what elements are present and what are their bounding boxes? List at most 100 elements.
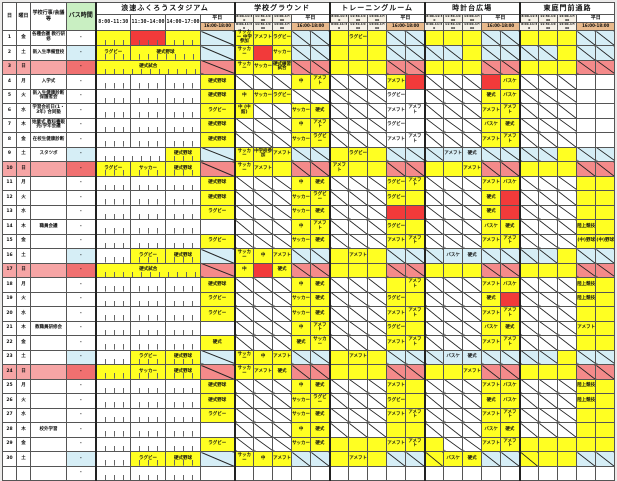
schedule-cell[interactable] bbox=[443, 436, 464, 453]
schedule-cell[interactable] bbox=[233, 132, 255, 148]
schedule-cell[interactable] bbox=[557, 364, 578, 380]
schedule-cell[interactable] bbox=[328, 335, 350, 351]
schedule-cell[interactable] bbox=[253, 335, 274, 351]
stadium-slot-cell[interactable] bbox=[130, 393, 166, 409]
schedule-cell[interactable] bbox=[405, 248, 426, 264]
schedule-cell[interactable]: サッカー bbox=[233, 349, 255, 366]
schedule-cell[interactable] bbox=[443, 422, 464, 438]
schedule-cell[interactable] bbox=[328, 393, 350, 409]
schedule-cell[interactable] bbox=[386, 349, 407, 366]
schedule-cell[interactable] bbox=[253, 175, 274, 192]
stadium-weekday-cell[interactable] bbox=[199, 451, 236, 467]
stadium-slot-cell[interactable] bbox=[94, 88, 131, 105]
schedule-cell[interactable] bbox=[423, 335, 445, 351]
schedule-cell[interactable] bbox=[272, 204, 293, 221]
schedule-cell[interactable] bbox=[557, 349, 578, 366]
stadium-slot-cell[interactable] bbox=[130, 117, 166, 134]
schedule-cell[interactable] bbox=[538, 364, 559, 380]
schedule-cell[interactable] bbox=[423, 277, 445, 293]
schedule-cell[interactable] bbox=[291, 161, 312, 177]
schedule-cell[interactable] bbox=[443, 465, 464, 481]
schedule-cell[interactable] bbox=[538, 146, 559, 163]
schedule-cell[interactable] bbox=[557, 277, 578, 293]
schedule-cell[interactable] bbox=[423, 320, 445, 337]
schedule-cell[interactable]: バスケ bbox=[500, 277, 521, 293]
stadium-slot-cell[interactable]: ラグビー bbox=[130, 248, 166, 264]
schedule-cell[interactable]: アメフト bbox=[310, 74, 331, 90]
schedule-cell[interactable] bbox=[272, 291, 293, 308]
schedule-cell[interactable] bbox=[272, 190, 293, 206]
schedule-cell[interactable] bbox=[557, 335, 578, 351]
schedule-cell[interactable] bbox=[462, 204, 483, 221]
schedule-cell[interactable] bbox=[518, 393, 540, 409]
schedule-cell[interactable] bbox=[443, 291, 464, 308]
schedule-cell[interactable] bbox=[405, 349, 426, 366]
stadium-slot-cell[interactable]: 硬式野球 bbox=[165, 146, 201, 163]
schedule-cell[interactable] bbox=[348, 132, 369, 148]
stadium-slot-cell[interactable] bbox=[165, 190, 201, 206]
schedule-cell[interactable] bbox=[272, 407, 293, 424]
schedule-cell[interactable] bbox=[253, 132, 274, 148]
schedule-cell[interactable] bbox=[595, 175, 616, 192]
schedule-cell[interactable]: アメフト bbox=[481, 306, 502, 322]
stadium-weekday-cell[interactable] bbox=[199, 219, 236, 235]
schedule-cell[interactable] bbox=[518, 262, 540, 279]
schedule-cell[interactable] bbox=[367, 320, 388, 337]
schedule-cell[interactable] bbox=[367, 436, 388, 453]
schedule-cell[interactable]: ラグビー bbox=[272, 29, 293, 47]
schedule-cell[interactable] bbox=[423, 291, 445, 308]
schedule-cell[interactable] bbox=[538, 132, 559, 148]
schedule-cell[interactable] bbox=[405, 204, 426, 221]
stadium-weekday-cell[interactable]: ラグビー bbox=[199, 103, 236, 119]
schedule-cell[interactable] bbox=[538, 291, 559, 308]
stadium-slot-cell[interactable] bbox=[130, 204, 166, 221]
schedule-cell[interactable] bbox=[443, 74, 464, 90]
schedule-cell[interactable] bbox=[423, 103, 445, 119]
schedule-cell[interactable] bbox=[538, 465, 559, 481]
stadium-slot-cell[interactable] bbox=[165, 175, 201, 192]
stadium-slot-cell[interactable] bbox=[165, 204, 201, 221]
schedule-cell[interactable] bbox=[348, 233, 369, 250]
schedule-cell[interactable]: バスケ bbox=[481, 219, 502, 235]
schedule-cell[interactable]: アメフト bbox=[500, 335, 521, 351]
stadium-slot-cell[interactable] bbox=[165, 465, 201, 481]
schedule-cell[interactable] bbox=[367, 233, 388, 250]
stadium-slot-cell[interactable] bbox=[94, 393, 131, 409]
schedule-cell[interactable] bbox=[328, 436, 350, 453]
schedule-cell[interactable] bbox=[576, 306, 597, 322]
schedule-cell[interactable]: アメフト bbox=[348, 248, 369, 264]
schedule-cell[interactable]: 硬式 bbox=[310, 175, 331, 192]
schedule-cell[interactable] bbox=[233, 378, 255, 395]
schedule-cell[interactable]: アメフト bbox=[481, 436, 502, 453]
schedule-cell[interactable] bbox=[272, 465, 293, 481]
stadium-slot-cell[interactable] bbox=[94, 277, 131, 293]
schedule-cell[interactable]: ラグビー bbox=[310, 190, 331, 206]
stadium-slot-cell[interactable]: ラグビー bbox=[94, 45, 131, 61]
schedule-cell[interactable] bbox=[462, 45, 483, 61]
stadium-slot-cell[interactable] bbox=[94, 306, 131, 322]
schedule-cell[interactable] bbox=[462, 175, 483, 192]
schedule-cell[interactable] bbox=[367, 29, 388, 47]
schedule-cell[interactable]: バスケ bbox=[500, 88, 521, 105]
schedule-cell[interactable]: アメフト bbox=[500, 306, 521, 322]
schedule-cell[interactable]: アメフト bbox=[405, 335, 426, 351]
schedule-cell[interactable]: 硬式 bbox=[310, 436, 331, 453]
schedule-cell[interactable] bbox=[233, 306, 255, 322]
schedule-cell[interactable] bbox=[328, 103, 350, 119]
stadium-slot-cell[interactable] bbox=[130, 103, 166, 119]
schedule-cell[interactable] bbox=[500, 349, 521, 366]
stadium-slot-cell[interactable] bbox=[94, 349, 131, 366]
schedule-cell[interactable] bbox=[328, 306, 350, 322]
schedule-cell[interactable] bbox=[253, 74, 274, 90]
schedule-cell[interactable] bbox=[253, 103, 274, 119]
schedule-cell[interactable] bbox=[367, 74, 388, 90]
stadium-slot-cell[interactable] bbox=[94, 364, 131, 380]
schedule-cell[interactable] bbox=[595, 349, 616, 366]
schedule-cell[interactable] bbox=[462, 378, 483, 395]
schedule-cell[interactable] bbox=[500, 190, 521, 206]
schedule-cell[interactable] bbox=[405, 465, 426, 481]
stadium-weekday-cell[interactable]: 硬式野球 bbox=[199, 88, 236, 105]
schedule-cell[interactable] bbox=[328, 117, 350, 134]
schedule-cell[interactable] bbox=[233, 291, 255, 308]
schedule-cell[interactable]: 中 bbox=[233, 262, 255, 279]
